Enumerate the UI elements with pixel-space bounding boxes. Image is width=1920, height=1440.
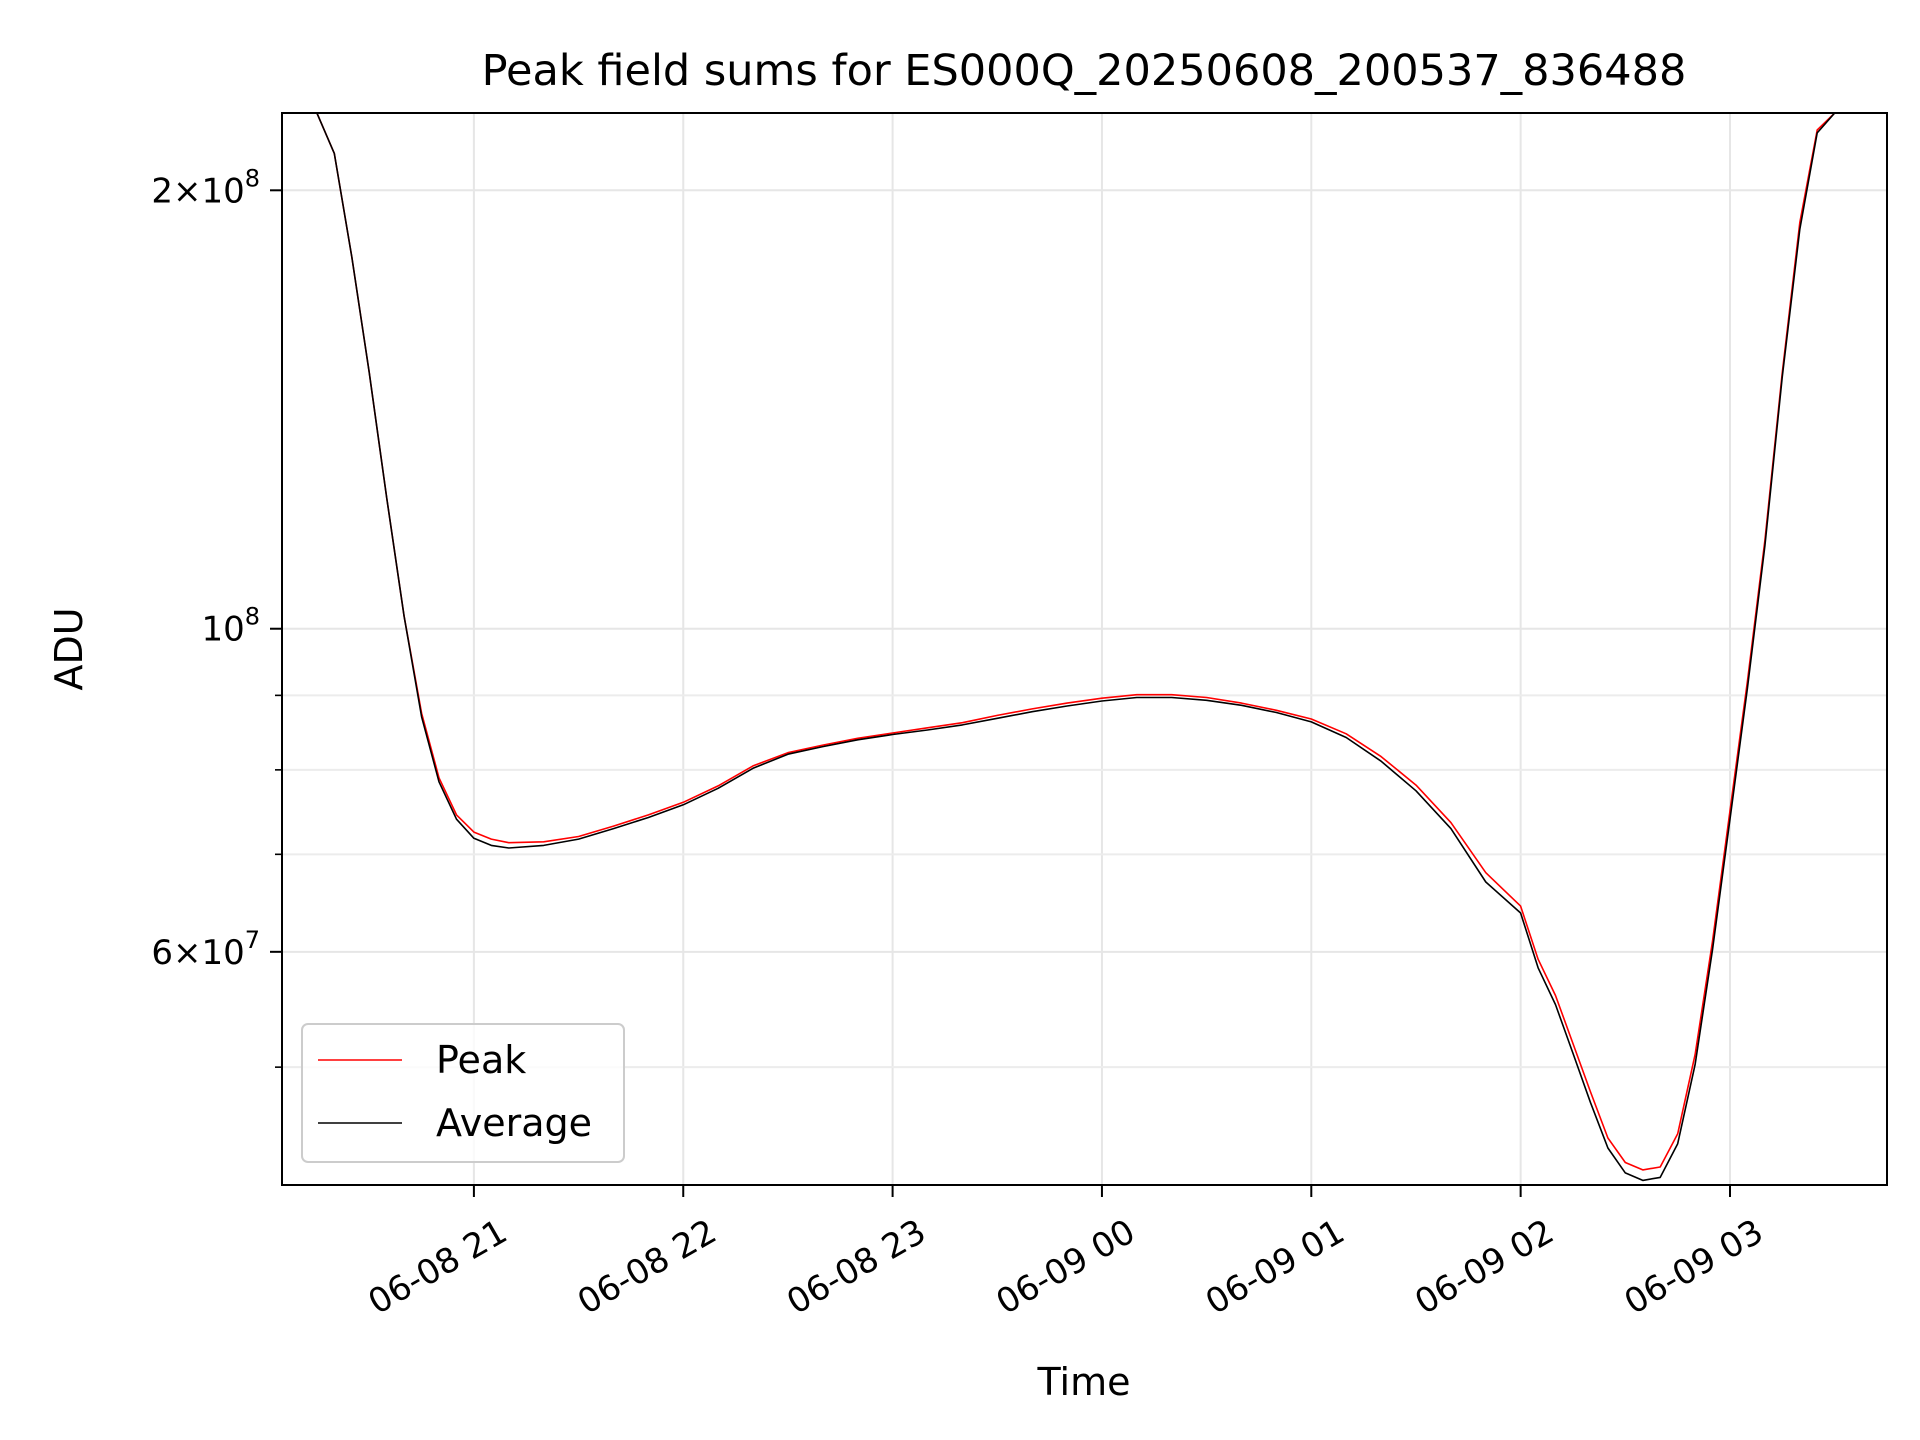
y-axis-label: ADU — [47, 607, 91, 690]
series-line-peak — [299, 113, 1870, 1171]
plot-frame — [281, 112, 1888, 1186]
y-tick-label: 6×107 — [151, 926, 260, 973]
series-line-average — [299, 113, 1870, 1182]
y-tick-label: 108 — [201, 603, 260, 650]
legend-label-peak: Peak — [436, 1038, 526, 1082]
legend-label-average: Average — [436, 1101, 592, 1145]
chart-title: Peak field sums for ES000Q_20250608_2005… — [482, 46, 1687, 96]
legend: Peak Average — [301, 1023, 625, 1163]
legend-box — [301, 1023, 625, 1163]
x-axis-label: Time — [1037, 1360, 1131, 1404]
series-lines — [299, 113, 1870, 1182]
y-axis-ticks: 2×108 108 6×107 — [151, 164, 282, 1068]
y-tick-label: 2×108 — [151, 164, 260, 211]
